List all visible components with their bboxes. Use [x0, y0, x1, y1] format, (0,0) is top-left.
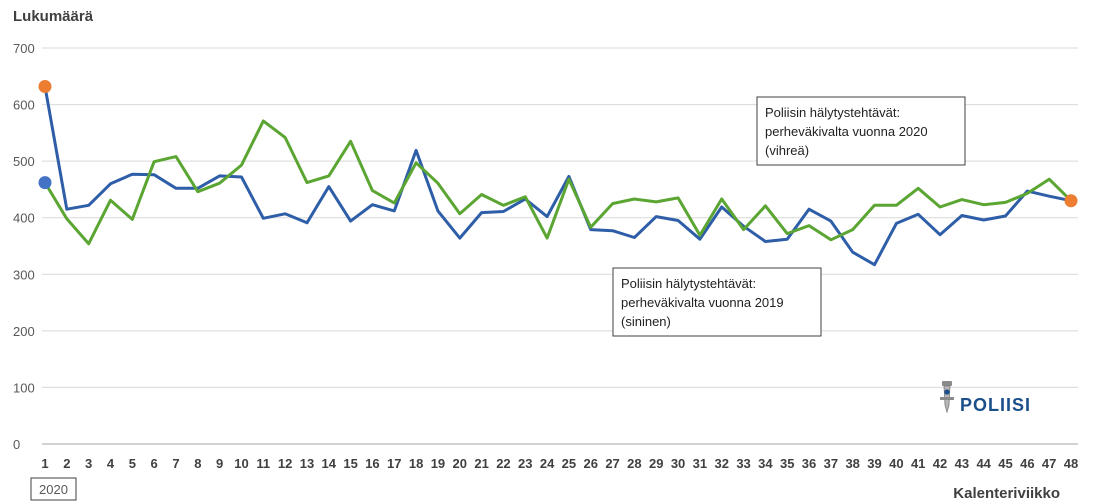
annotation-2020-box — [756, 96, 966, 166]
annotation-2020-line-2: perheväkivalta vuonna 2020 — [765, 124, 928, 139]
police-badge-icon — [940, 381, 954, 414]
gridlines — [42, 47, 1078, 388]
annotation-2019-line-2: perheväkivalta vuonna 2019 — [621, 295, 784, 310]
x-tick-label: 43 — [955, 456, 969, 471]
x-tick-label: 17 — [387, 456, 401, 471]
x-tick-label: 42 — [933, 456, 947, 471]
x-tick-label: 40 — [889, 456, 903, 471]
x-tick-label: 23 — [518, 456, 532, 471]
x-tick-label: 10 — [234, 456, 248, 471]
x-tick-label: 45 — [998, 456, 1012, 471]
x-tick-label: 35 — [780, 456, 794, 471]
x-tick-label: 39 — [867, 456, 881, 471]
y-tick-label: 700 — [13, 41, 35, 56]
endpoint-marker-0 — [38, 79, 52, 93]
x-tick-label: 7 — [172, 456, 179, 471]
x-tick-label: 18 — [409, 456, 423, 471]
x-tick-label: 36 — [802, 456, 816, 471]
x-tick-label: 47 — [1042, 456, 1056, 471]
year-label: 2020 — [39, 482, 68, 497]
year-label-frame — [30, 477, 77, 501]
x-tick-label: 3 — [85, 456, 92, 471]
annotation-2020: Poliisin hälytystehtävät: perheväkivalta… — [756, 96, 966, 166]
x-tick-label: 26 — [584, 456, 598, 471]
x-tick-labels: 1 2 3 4 5 6 7 8 9 10 11 12 13 14 15 16 17 18 19 20 21 22 23 24 2… — [41, 456, 1078, 471]
x-tick-label: 21 — [474, 456, 488, 471]
logo-text: POLIISI — [960, 395, 1031, 415]
x-tick-label: 11 — [256, 456, 270, 471]
x-tick-label: 31 — [693, 456, 707, 471]
x-tick-label: 28 — [627, 456, 641, 471]
x-tick-label: 44 — [976, 456, 991, 471]
y-tick-label: 0 — [13, 437, 20, 452]
endpoint-marker-1 — [38, 176, 52, 190]
year-label-box: 2020 — [30, 477, 77, 501]
y-tick-label: 200 — [13, 324, 35, 339]
y-tick-label: 100 — [13, 380, 35, 395]
x-tick-label: 27 — [605, 456, 619, 471]
x-tick-label: 38 — [845, 456, 859, 471]
x-tick-label: 22 — [496, 456, 510, 471]
series-line-1 — [43, 119, 1073, 246]
x-tick-label: 34 — [758, 456, 773, 471]
x-tick-label: 25 — [562, 456, 576, 471]
x-tick-label: 24 — [540, 456, 555, 471]
series-line-0 — [43, 85, 1073, 267]
x-tick-label: 6 — [151, 456, 158, 471]
x-tick-label: 9 — [216, 456, 223, 471]
x-tick-label: 2 — [63, 456, 70, 471]
annotation-2019-box — [612, 267, 822, 337]
annotation-2020-line-3: (vihreä) — [765, 143, 809, 158]
x-tick-label: 32 — [714, 456, 728, 471]
y-tick-label: 600 — [13, 98, 35, 113]
x-tick-label: 1 — [41, 456, 48, 471]
x-tick-label: 30 — [671, 456, 685, 471]
annotation-2019-line-1: Poliisin hälytystehtävät: — [621, 276, 756, 291]
x-tick-label: 29 — [649, 456, 663, 471]
x-tick-label: 14 — [322, 456, 337, 471]
y-tick-label: 400 — [13, 211, 35, 226]
x-tick-label: 16 — [365, 456, 379, 471]
x-tick-label: 33 — [736, 456, 750, 471]
x-tick-label: 5 — [129, 456, 136, 471]
x-tick-label: 20 — [453, 456, 467, 471]
annotation-2019-line-3: (sininen) — [621, 314, 671, 329]
x-tick-label: 19 — [431, 456, 445, 471]
y-axis-title: Lukumäärä — [13, 8, 94, 25]
endpoint-markers — [38, 79, 1078, 208]
x-tick-label: 46 — [1020, 456, 1034, 471]
x-tick-label: 48 — [1064, 456, 1078, 471]
x-axis-title: Kalenteriviikko — [953, 485, 1060, 502]
x-tick-label: 13 — [300, 456, 314, 471]
annotation-2020-line-1: Poliisin hälytystehtävät: — [765, 105, 900, 120]
x-tick-label: 15 — [343, 456, 357, 471]
series-lines — [43, 85, 1073, 267]
x-tick-label: 8 — [194, 456, 201, 471]
annotation-2019: Poliisin hälytystehtävät: perheväkivalta… — [612, 267, 822, 337]
y-tick-label: 500 — [13, 154, 35, 169]
x-tick-label: 12 — [278, 456, 292, 471]
endpoint-marker-2 — [1064, 194, 1078, 208]
poliisi-logo: POLIISI — [940, 381, 1031, 415]
y-tick-labels: 0 100 200 300 400 500 600 700 — [13, 41, 35, 452]
y-tick-label: 300 — [13, 267, 35, 282]
x-tick-label: 4 — [107, 456, 115, 471]
x-tick-label: 41 — [911, 456, 925, 471]
x-tick-label: 37 — [824, 456, 838, 471]
